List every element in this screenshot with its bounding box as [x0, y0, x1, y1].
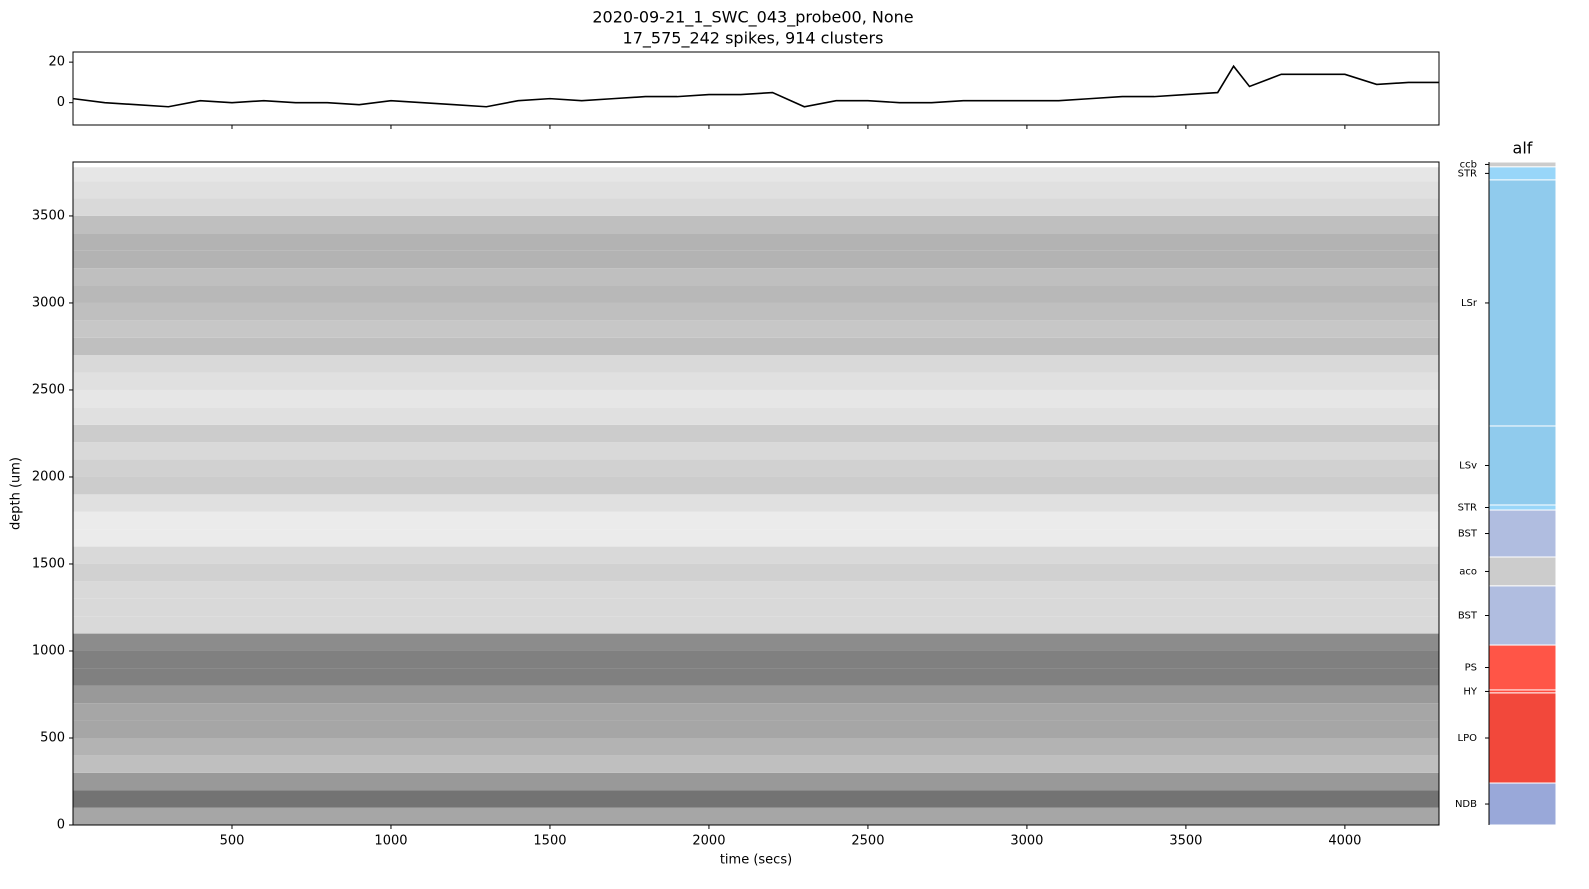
region: [1488, 161, 1557, 168]
region: [1488, 179, 1557, 427]
heat-cell: [73, 167, 1439, 182]
heat-cell: [73, 355, 1439, 373]
region-label: BST: [1458, 610, 1478, 621]
heat-cell: [73, 563, 1439, 582]
heat-cell: [73, 215, 1439, 234]
heat-cell: [73, 807, 1439, 825]
x-tick-label: 3000: [1010, 834, 1043, 849]
y-tick-label: 1500: [32, 556, 65, 571]
heat-cell: [73, 650, 1439, 669]
heat-cell: [73, 529, 1439, 547]
y-tick-label: 20: [48, 55, 65, 70]
heat-cell: [73, 250, 1439, 269]
region-label: LSr: [1461, 298, 1478, 309]
heat-cell: [73, 198, 1439, 216]
y-tick-label: 0: [57, 818, 65, 833]
region-label: HY: [1463, 686, 1478, 697]
heat-cell: [73, 459, 1439, 477]
region-label: STR: [1458, 168, 1477, 179]
drift-line: [72, 64, 1439, 108]
y-tick-label: 2500: [32, 382, 65, 397]
region-label: PS: [1465, 663, 1477, 674]
heat-cell: [73, 633, 1439, 651]
x-tick-label: 4000: [1328, 834, 1361, 849]
heat-cell: [73, 772, 1439, 791]
heat-cell: [73, 685, 1439, 704]
heat-cell: [73, 616, 1439, 634]
heat-cell: [73, 285, 1439, 303]
figure-title: 2020-09-21_1_SWC_043_probe00, None: [592, 8, 913, 28]
heat-cell: [73, 737, 1439, 756]
region: [1488, 166, 1557, 181]
region: [1488, 692, 1557, 784]
region: [1488, 782, 1557, 826]
region-label: aco: [1459, 566, 1477, 577]
region-label: LSv: [1459, 460, 1477, 471]
heat-cell: [73, 407, 1439, 425]
heat-cell: [73, 372, 1439, 390]
heat-cell: [73, 703, 1439, 721]
axes-frame: [72, 51, 1440, 126]
region: [1488, 644, 1557, 691]
heat-cell: [73, 233, 1439, 251]
heat-cell: [73, 424, 1439, 443]
region: [1488, 509, 1557, 558]
heat-cell: [73, 442, 1439, 460]
heat-cell: [73, 337, 1439, 356]
y-tick-label: 500: [40, 730, 65, 745]
heat-cell: [73, 720, 1439, 738]
x-tick-label: 1000: [374, 834, 407, 849]
region: [1488, 504, 1557, 511]
region-label: LPO: [1458, 733, 1478, 744]
heat-cell: [73, 581, 1439, 599]
heat-cell: [73, 668, 1439, 686]
region: [1488, 585, 1557, 646]
panel-title: alf: [1513, 139, 1533, 158]
x-axis-label: time (secs): [720, 853, 792, 868]
heat-cell: [73, 755, 1439, 773]
heat-cell: [73, 181, 1439, 199]
region-label: ccb: [1460, 159, 1477, 170]
figure-subtitle: 17_575_242 spikes, 914 clusters: [623, 29, 884, 49]
y-tick-label: 3500: [32, 208, 65, 223]
heat-cell: [73, 320, 1439, 338]
y-tick-label: 2000: [32, 469, 65, 484]
region-label: NDB: [1455, 799, 1477, 810]
y-tick-label: 1000: [32, 643, 65, 658]
y-axis-label: depth (um): [9, 457, 24, 530]
x-tick-label: 1500: [533, 834, 566, 849]
heat-cell: [73, 389, 1439, 408]
heat-cell: [73, 302, 1439, 321]
x-tick-label: 500: [220, 834, 245, 849]
x-tick-label: 2500: [851, 834, 884, 849]
y-tick-label: 3000: [32, 295, 65, 310]
y-tick-label: 0: [57, 95, 65, 110]
heat-cell: [73, 598, 1439, 617]
heat-cell: [73, 511, 1439, 530]
region: [1488, 425, 1557, 506]
region: [1488, 556, 1557, 587]
x-tick-label: 2000: [692, 834, 725, 849]
axes-frame: [72, 161, 1440, 826]
region-label: BST: [1458, 529, 1478, 540]
heat-cell: [73, 268, 1439, 286]
x-tick-label: 3500: [1169, 834, 1202, 849]
heat-cell: [73, 476, 1439, 495]
region-label: STR: [1458, 503, 1477, 514]
heat-cell: [73, 546, 1439, 564]
heat-cell: [73, 494, 1439, 512]
heat-cell: [73, 790, 1439, 808]
